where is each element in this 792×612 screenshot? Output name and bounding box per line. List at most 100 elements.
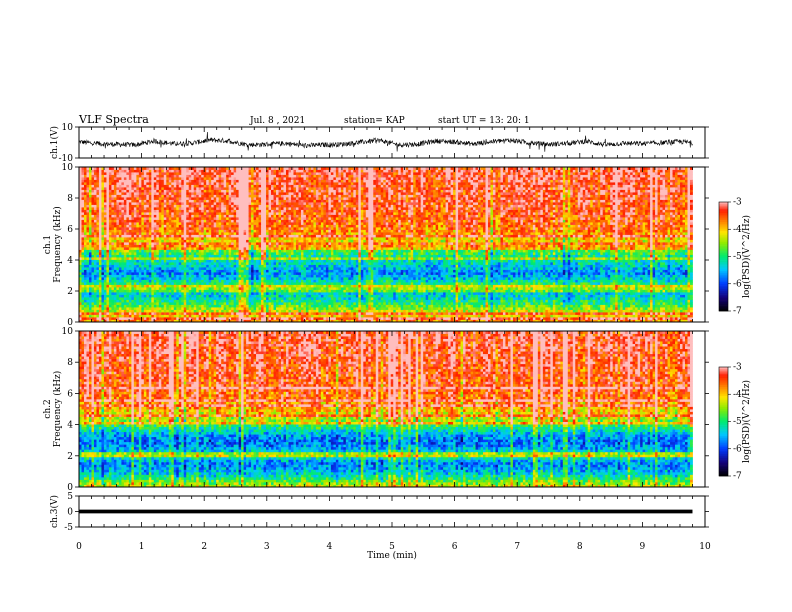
ch1-spectrogram-cell: [279, 315, 282, 318]
ch1-spectrogram-cell: [585, 312, 588, 315]
ch1-spectrogram-cell: [608, 317, 611, 320]
ch1-spectrogram-cell: [184, 312, 187, 315]
ch1-spectrogram-cell: [650, 310, 653, 313]
ch1-spectrogram-cell: [670, 310, 673, 313]
ch1-spectrogram-cell: [510, 310, 513, 313]
ch1-spectrogram-cell: [166, 307, 169, 310]
ch1-spectrogram-cell: [271, 312, 274, 315]
ch1-spectrogram-cell: [306, 307, 309, 310]
ch1-spectrogram-cell: [109, 310, 112, 313]
ch1-spectrogram-cell: [194, 307, 197, 310]
ch1-spectrogram-cell: [214, 307, 217, 310]
ch1-spectrogram-cell: [633, 317, 636, 320]
ch1-spectrogram-cell: [139, 307, 142, 310]
ch1-spectrogram-cell: [503, 315, 506, 318]
ch1-spectrogram-cell: [423, 310, 426, 313]
ch1-spectrogram-cell: [590, 310, 593, 313]
ch1-spectrogram-cell: [81, 315, 84, 318]
ch1-spectrogram-cell: [224, 312, 227, 315]
ch1-spectrogram-cell: [485, 310, 488, 313]
ch1-spectrogram-cell: [308, 310, 311, 313]
ch1-spectrogram-cell: [461, 317, 464, 320]
ch1-spectrogram-cell: [104, 312, 107, 315]
ch1-spectrogram-cell: [356, 310, 359, 313]
ch1-spectrogram-cell: [276, 312, 279, 315]
ch1-spectrogram-cell: [229, 307, 232, 310]
ch1-spectrogram-cell: [256, 312, 259, 315]
ch1-spectrogram-cell: [136, 315, 139, 318]
ch1-spectrogram-cell: [585, 315, 588, 318]
ch1-spectrogram-cell: [540, 312, 543, 315]
ch1-spectrogram-cell: [431, 312, 434, 315]
ch1-spectrogram-cell: [338, 312, 341, 315]
ch1-spectrogram-cell: [196, 310, 199, 313]
ch1-spectrogram-cell: [371, 315, 374, 318]
ch1-spectrogram-cell: [326, 315, 329, 318]
ch1-spectrogram-cell: [86, 315, 89, 318]
ch1-spectrogram-cell: [161, 315, 164, 318]
ch1-spectrogram-cell: [451, 315, 454, 318]
ch1-spectrogram-cell: [161, 312, 164, 315]
ch1-spectrogram-cell: [675, 315, 678, 318]
ch1-spectrogram-cell: [264, 310, 267, 313]
ch1-spectrogram-cell: [563, 315, 566, 318]
ch1-spectrogram-cell: [96, 307, 99, 310]
ch1-spectrogram-cell: [283, 307, 286, 310]
ch1-spectrogram-cell: [600, 315, 603, 318]
ch1-spectrogram-cell: [303, 315, 306, 318]
ch1-spectrogram-cell: [393, 317, 396, 320]
ch1-spectrogram-cell: [620, 317, 623, 320]
ch1-spectrogram-cell: [663, 315, 666, 318]
ch1-spectrogram-cell: [603, 315, 606, 318]
ch1-spectrogram-cell: [121, 315, 124, 318]
ch1-spectrogram-cell: [216, 315, 219, 318]
ch1-spectrogram-cell: [276, 317, 279, 320]
ch1-spectrogram-cell: [461, 310, 464, 313]
ch1-spectrogram-cell: [124, 317, 127, 320]
ch1-spectrogram-cell: [665, 310, 668, 313]
ch1-spectrogram-cell: [535, 310, 538, 313]
ch1-spectrogram-cell: [376, 307, 379, 310]
ch1-spectrogram-cell: [139, 315, 142, 318]
ch1-spectrogram-cell: [595, 317, 598, 320]
ch1-spectrogram-cell: [520, 315, 523, 318]
ch1-spectrogram-cell: [226, 310, 229, 313]
ch1-spectrogram-cell: [191, 315, 194, 318]
ch1-spectrogram-cell: [598, 317, 601, 320]
ch1-spectrogram-cell: [211, 312, 214, 315]
ch1-spectrogram-cell: [643, 315, 646, 318]
ch1-spectrogram-cell: [333, 307, 336, 310]
ch1-spectrogram-cell: [219, 310, 222, 313]
ch1-spectrogram-cell: [231, 307, 234, 310]
ch1-spectrogram-cell: [658, 315, 661, 318]
ch1-spectrogram-cell: [234, 310, 237, 313]
ch1-spectrogram-cell: [640, 315, 643, 318]
ch1-spectrogram-cell: [156, 312, 159, 315]
ch1-spectrogram-cell: [189, 315, 192, 318]
ch1-spectrogram-cell: [368, 307, 371, 310]
ch1-spectrogram-cell: [313, 312, 316, 315]
ch1-spectrogram-cell: [525, 315, 528, 318]
ch1-spectrogram-cell: [236, 307, 239, 310]
ch1-waveform-trace: [79, 132, 692, 152]
ch1-spectrogram-cell: [643, 310, 646, 313]
ch1-spectrogram-cell: [575, 317, 578, 320]
ch1-spectrogram-cell: [293, 307, 296, 310]
ch1-spectrogram-cell: [361, 315, 364, 318]
ch1-spectrogram-cell: [610, 310, 613, 313]
ch1-spectrogram-cell: [653, 312, 656, 315]
ch1-spectrogram-cell: [563, 310, 566, 313]
ch1-spectrogram-cell: [568, 310, 571, 313]
ch1-spectrogram-cell: [500, 315, 503, 318]
ch1-spectrogram-cell: [201, 317, 204, 320]
ch1-spectrogram-cell: [333, 312, 336, 315]
ch1-spectrogram-cell: [508, 310, 511, 313]
ch1-spectrogram-cell: [413, 317, 416, 320]
ch1-spectrogram-cell: [204, 307, 207, 310]
ch1-spectrogram-cell: [466, 312, 469, 315]
ch1-spectrogram-cell: [520, 310, 523, 313]
ch1-spectrogram-cell: [249, 310, 252, 313]
ch1-spectrogram-cell: [343, 312, 346, 315]
ch1-spectrogram-cell: [159, 312, 162, 315]
ch1-spectrogram-cell: [660, 310, 663, 313]
